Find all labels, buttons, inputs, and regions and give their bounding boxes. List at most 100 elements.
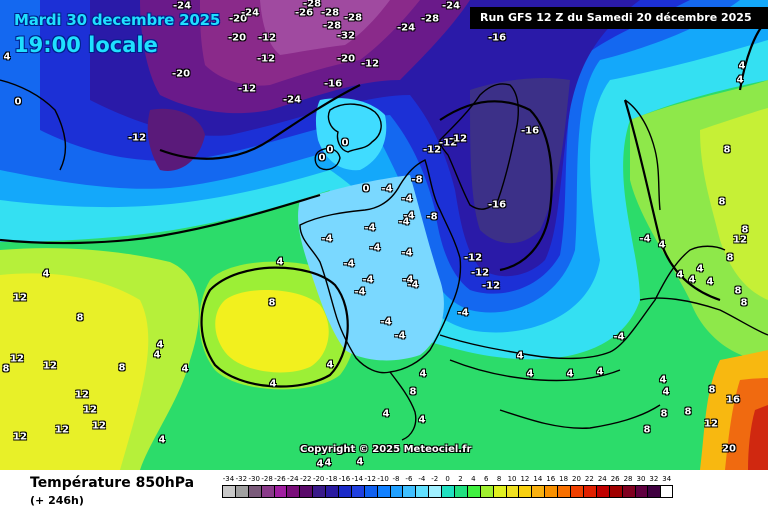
field-yellow-west [0, 273, 149, 470]
field-purple-low [147, 108, 205, 171]
isotherm-label: 4 [658, 239, 666, 251]
isotherm-label: 8 [684, 406, 692, 418]
isotherm-label: 8 [740, 297, 748, 309]
legend-tick: -14 [351, 475, 364, 483]
isotherm-label: 4 [156, 339, 164, 351]
isotherm-label: 4 [706, 276, 714, 288]
legend-swatch [390, 486, 404, 497]
legend-tick: -24 [287, 475, 299, 483]
isotherm-label: 12 [43, 360, 57, 372]
isotherm-label: 8 [726, 252, 734, 264]
isotherm-label: 4 [3, 51, 11, 63]
legend-tick: 8 [496, 475, 502, 483]
isotherm-label: 4 [736, 74, 744, 86]
isotherm-label: 4 [324, 457, 332, 469]
isotherm-label: 8 [723, 144, 731, 156]
isotherm-label: 4 [696, 263, 704, 275]
legend-swatch [364, 486, 378, 497]
isotherm-label: -12 [237, 83, 257, 95]
legend-swatch [416, 486, 430, 497]
legend-tick: -32 [235, 475, 248, 483]
isotherm-label: -12 [463, 252, 483, 264]
legend-tick: -16 [338, 475, 351, 483]
legend-tick: -30 [248, 475, 260, 483]
legend-tick: 24 [597, 475, 607, 483]
isotherm-label: 4 [153, 349, 161, 361]
legend-swatch [248, 486, 262, 497]
isotherm-label: -16 [323, 78, 343, 90]
legend-tick: 2 [458, 475, 463, 483]
isotherm-label: 12 [704, 418, 718, 430]
legend-tick: -18 [325, 475, 338, 483]
isotherm-label: -28 [320, 7, 340, 19]
temperature-map: -24 -20 -24 -28 -26 -28 -28 -28 -24 -28 -32 -24 -20-… [0, 0, 768, 470]
isotherm-label: 8 [2, 363, 10, 375]
isotherm-label: -12 [438, 137, 458, 149]
legend-tick: 12 [520, 475, 530, 483]
color-legend: -34 -32 -30 -28 -26 -24 -22 -20 -18 -16 -14 -12 -10-… [222, 475, 674, 498]
isotherm-label: 4 [316, 458, 324, 470]
legend-swatch [480, 486, 494, 497]
legend-tick: 30 [636, 475, 646, 483]
legend-swatch [635, 486, 649, 497]
legend-swatch [313, 486, 327, 497]
legend-tick: 16 [546, 475, 556, 483]
legend-tick: -10 [377, 475, 389, 483]
isotherm-label: 8 [268, 297, 276, 309]
isotherm-label: 0 [341, 137, 349, 149]
isotherm-label: -20 [336, 53, 356, 65]
isotherm-label: -4 [343, 258, 355, 270]
legend-tick: 26 [610, 475, 620, 483]
isotherm-label: -24 [282, 94, 302, 106]
isotherm-label: -4 [364, 222, 376, 234]
isotherm-label: 8 [76, 312, 84, 324]
legend-tick: 32 [649, 475, 659, 483]
legend-tick: 10 [507, 475, 517, 483]
legend-swatch [235, 486, 249, 497]
isotherm-label: -4 [381, 183, 393, 195]
legend-swatch [351, 486, 365, 497]
legend-swatch [596, 486, 610, 497]
legend-swatch [571, 486, 584, 497]
legend-swatch [300, 486, 314, 497]
isotherm-label: 4 [181, 363, 189, 375]
isotherm-label: 12 [10, 353, 24, 365]
isotherm-label: -4 [457, 307, 469, 319]
isotherm-label: 4 [526, 368, 534, 380]
legend-swatch [274, 486, 288, 497]
legend-swatch [519, 486, 533, 497]
legend-swatch [648, 486, 662, 497]
legend-swatch [506, 486, 520, 497]
legend-swatch [223, 486, 236, 497]
isotherm-label: 4 [738, 60, 746, 72]
isotherm-label: -4 [401, 247, 413, 259]
legend-swatch [429, 486, 443, 497]
isotherm-label: -20 [228, 13, 248, 25]
field-yellowgreen-east [700, 108, 768, 300]
legend-swatch [532, 486, 546, 497]
isotherm-label: -28 [322, 20, 342, 32]
isotherm-label: 20 [722, 443, 736, 455]
legend-swatch [339, 486, 352, 497]
legend-swatch [442, 486, 456, 497]
isotherm-label: 4 [516, 350, 524, 362]
field-paleblue-europe [298, 175, 444, 361]
isotherm-label: 12 [55, 424, 69, 436]
isotherm-label: 8 [708, 384, 716, 396]
isotherm-label: 4 [596, 366, 604, 378]
isotherm-label: 8 [660, 408, 668, 420]
legend-swatch [403, 486, 417, 497]
isotherm-label: -4 [362, 274, 374, 286]
legend-tick: 14 [533, 475, 543, 483]
isotherm-label: 0 [14, 96, 22, 108]
isotherm-label: 16 [726, 394, 740, 406]
isotherm-label: 12 [92, 420, 106, 432]
isotherm-label: -24 [441, 0, 461, 12]
isotherm-label: -24 [396, 22, 416, 34]
isotherm-label: 8 [643, 424, 651, 436]
isotherm-label: 4 [326, 359, 334, 371]
legend-tick: 4 [471, 475, 476, 483]
isotherm-label: -12 [481, 280, 501, 292]
isotherm-label: -20 [227, 32, 247, 44]
legend-tick: -28 [261, 475, 273, 483]
